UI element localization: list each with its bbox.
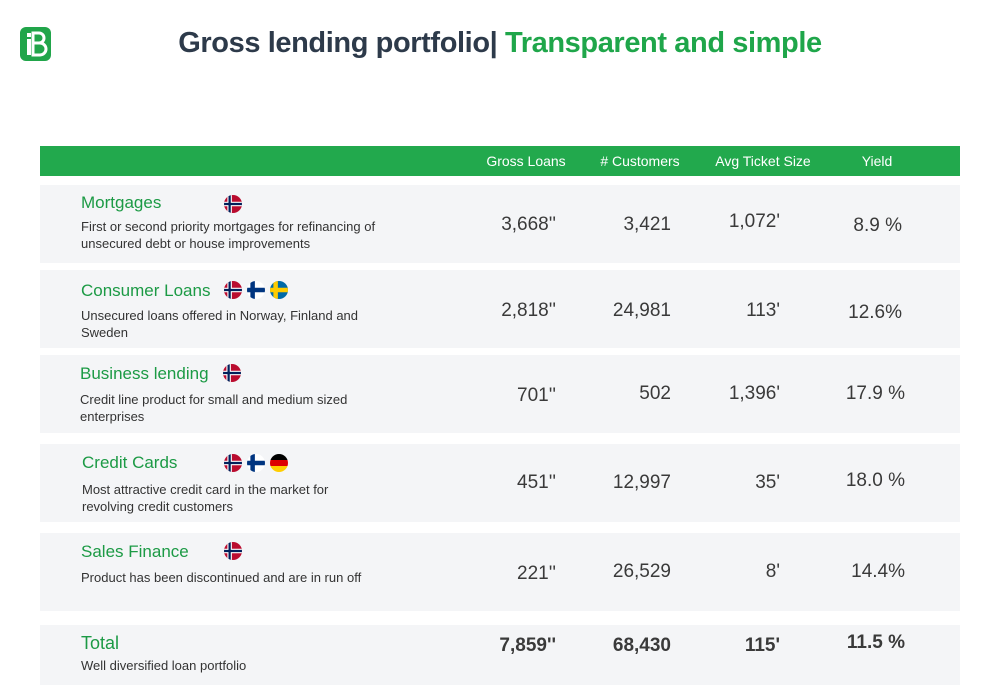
germany-flag-icon bbox=[270, 454, 288, 472]
yield-value: 8.9 % bbox=[853, 215, 902, 236]
col-gross-loans: Gross Loans bbox=[486, 153, 566, 169]
row-desc-line: Credit line product for small and medium… bbox=[80, 392, 348, 407]
gross-loans-value: 701'' bbox=[517, 385, 556, 406]
row-name: Consumer Loans bbox=[81, 281, 211, 300]
row-desc-line: enterprises bbox=[80, 408, 145, 424]
table-header: Gross Loans # Customers Avg Ticket Size … bbox=[40, 146, 960, 176]
customers-value: 24,981 bbox=[612, 300, 671, 321]
title-accent: Transparent and simple bbox=[497, 27, 822, 59]
brand-logo-icon bbox=[20, 27, 51, 61]
customers-value: 26,529 bbox=[612, 561, 671, 582]
row-desc-line: Product has been discontinued and are in… bbox=[81, 570, 362, 585]
total-avg-ticket-value: 115' bbox=[744, 635, 780, 656]
total-row: Total Well diversified loan portfolio 7,… bbox=[40, 625, 960, 685]
row-name: Credit Cards bbox=[82, 453, 178, 472]
total-yield-value: 11.5 % bbox=[846, 632, 905, 653]
table-row: Mortgages First or second priority mortg… bbox=[40, 185, 960, 263]
yield-value: 12.6% bbox=[848, 302, 902, 323]
table-row: Consumer Loans Unsecured loans offered i… bbox=[40, 270, 960, 348]
finland-flag-icon bbox=[247, 281, 265, 299]
row-desc-line: revolving credit customers bbox=[82, 498, 233, 514]
customers-value: 12,997 bbox=[612, 472, 671, 493]
col-avg-ticket: Avg Ticket Size bbox=[715, 153, 811, 169]
customers-value: 3,421 bbox=[623, 214, 671, 235]
row-name: Mortgages bbox=[81, 193, 162, 212]
gross-loans-value: 451'' bbox=[517, 472, 556, 493]
avg-ticket-value: 113' bbox=[746, 300, 780, 321]
table-row: Sales Finance Product has been discontin… bbox=[40, 533, 960, 611]
norway-flag-icon bbox=[224, 281, 242, 299]
yield-value: 18.0 % bbox=[845, 470, 905, 491]
gross-loans-value: 3,668'' bbox=[501, 214, 556, 235]
total-desc: Well diversified loan portfolio bbox=[81, 658, 247, 673]
total-customers-value: 68,430 bbox=[612, 635, 671, 656]
yield-value: 14.4% bbox=[851, 561, 905, 582]
table-row: Business lending Credit line product for… bbox=[40, 355, 960, 433]
title-main: Gross lending portfolio| bbox=[178, 27, 498, 59]
table-row: Credit Cards Most attractive credit card… bbox=[40, 444, 960, 522]
avg-ticket-value: 1,072' bbox=[728, 211, 780, 232]
finland-flag-icon bbox=[247, 454, 265, 472]
row-name: Business lending bbox=[80, 364, 209, 383]
gross-loans-value: 2,818'' bbox=[501, 300, 556, 321]
col-customers: # Customers bbox=[600, 153, 680, 169]
total-name: Total bbox=[81, 633, 120, 653]
row-desc-line: Most attractive credit card in the marke… bbox=[82, 482, 329, 497]
norway-flag-icon bbox=[224, 542, 242, 560]
norway-flag-icon bbox=[224, 195, 242, 213]
gross-loans-value: 221'' bbox=[517, 563, 556, 584]
row-desc-line: First or second priority mortgages for r… bbox=[81, 219, 376, 234]
yield-value: 17.9 % bbox=[845, 383, 905, 404]
sweden-flag-icon bbox=[270, 281, 288, 299]
avg-ticket-value: 8' bbox=[765, 561, 780, 582]
page-title: Gross lending portfolio| Transparent and… bbox=[0, 27, 1000, 60]
row-name: Sales Finance bbox=[81, 542, 189, 561]
col-yield: Yield bbox=[861, 153, 893, 169]
norway-flag-icon bbox=[223, 364, 241, 382]
row-desc-line: Sweden bbox=[81, 324, 128, 340]
total-gross-loans-value: 7,859'' bbox=[499, 635, 556, 656]
avg-ticket-value: 35' bbox=[755, 472, 780, 493]
row-desc-line: unsecured debt or house improvements bbox=[81, 235, 311, 251]
avg-ticket-value: 1,396' bbox=[728, 383, 780, 404]
customers-value: 502 bbox=[639, 383, 671, 404]
norway-flag-icon bbox=[224, 454, 242, 472]
row-desc-line: Unsecured loans offered in Norway, Finla… bbox=[81, 308, 359, 323]
